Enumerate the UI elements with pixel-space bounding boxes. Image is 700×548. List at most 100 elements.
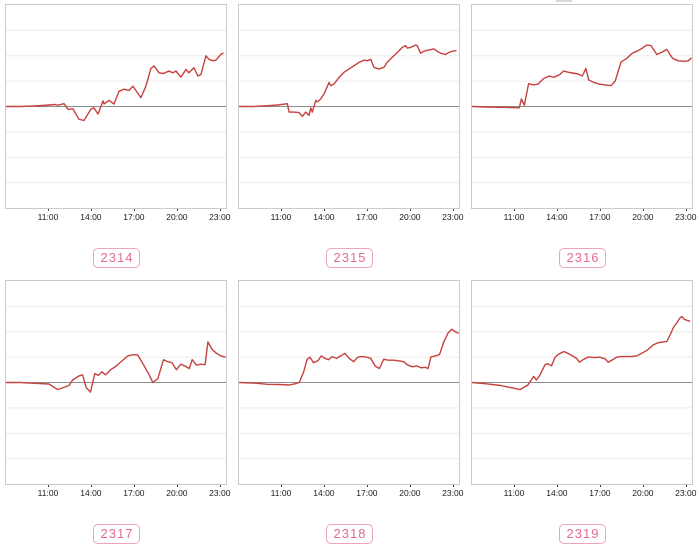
x-tick-label: 11:00 <box>503 488 525 498</box>
x-tick-mark <box>176 485 178 487</box>
x-axis-2317: 11:00 14:00 17:00 20:00 23:00 <box>5 485 230 501</box>
x-tick-mark <box>366 485 368 487</box>
chart-cell-2314: 11:00 14:00 17:00 20:00 23:00 2314 <box>0 0 233 274</box>
badge-row: 2318 <box>233 524 466 544</box>
x-tick-mark <box>323 209 325 211</box>
chart-cell-2317: 11:00 14:00 17:00 20:00 23:00 2317 <box>0 274 233 548</box>
x-tick-mark <box>452 209 454 211</box>
x-tick-mark <box>642 485 644 487</box>
price-line-series <box>6 341 226 393</box>
x-tick-mark <box>556 209 558 211</box>
badge-row: 2317 <box>0 524 233 544</box>
x-tick-label: 14:00 <box>80 488 102 498</box>
badge-row: 2316 <box>466 248 699 268</box>
x-tick-label: 11:00 <box>270 488 292 498</box>
x-tick-mark <box>409 485 411 487</box>
x-tick-mark <box>599 209 601 211</box>
chart-label-badge-2318[interactable]: 2318 <box>325 524 374 544</box>
x-tick-label: 17:00 <box>589 212 611 222</box>
line-chart-2314 <box>6 29 226 184</box>
x-tick-mark <box>90 485 92 487</box>
x-tick-mark <box>452 485 454 487</box>
chart-link-2314[interactable] <box>5 4 227 209</box>
badge-row: 2314 <box>0 248 233 268</box>
line-chart-2319 <box>472 305 692 460</box>
x-tick-label: 14:00 <box>80 212 102 222</box>
x-tick-label: 20:00 <box>399 212 421 222</box>
chart-label-badge-2317[interactable]: 2317 <box>92 524 141 544</box>
x-tick-label: 23:00 <box>209 212 231 222</box>
x-tick-mark <box>176 209 178 211</box>
chart-link-2319[interactable] <box>471 280 693 485</box>
price-line-series <box>472 44 692 109</box>
chart-label-badge-2315[interactable]: 2315 <box>325 248 374 268</box>
x-tick-mark <box>366 209 368 211</box>
x-tick-label: 11:00 <box>37 212 59 222</box>
x-tick-label: 20:00 <box>632 488 654 498</box>
x-tick-label: 17:00 <box>589 488 611 498</box>
price-line-series <box>6 52 224 122</box>
price-line-series <box>239 328 459 386</box>
chart-cell-2319: 11:00 14:00 17:00 20:00 23:00 2319 <box>466 274 700 548</box>
chart-label-badge-2316[interactable]: 2316 <box>558 248 607 268</box>
chart-link-2316[interactable] <box>471 4 693 209</box>
chart-cell-2318: 11:00 14:00 17:00 20:00 23:00 2318 <box>233 274 466 548</box>
x-tick-mark <box>48 209 49 211</box>
chart-cell-2315: 11:00 14:00 17:00 20:00 23:00 2315 <box>233 0 466 274</box>
chart-link-2315[interactable] <box>238 4 460 209</box>
x-tick-mark <box>556 485 558 487</box>
x-tick-mark <box>685 485 687 487</box>
x-tick-mark <box>133 485 135 487</box>
line-chart-2317 <box>6 305 226 460</box>
x-tick-mark <box>48 485 49 487</box>
x-tick-mark <box>219 485 221 487</box>
x-tick-label: 17:00 <box>356 212 378 222</box>
x-tick-mark <box>90 209 92 211</box>
x-tick-mark <box>599 485 601 487</box>
x-tick-label: 14:00 <box>313 488 335 498</box>
x-tick-label: 20:00 <box>399 488 421 498</box>
chart-link-2318[interactable] <box>238 280 460 485</box>
x-tick-mark <box>323 485 325 487</box>
x-axis-2314: 11:00 14:00 17:00 20:00 23:00 <box>5 209 230 225</box>
x-axis-2319: 11:00 14:00 17:00 20:00 23:00 <box>471 485 696 501</box>
x-tick-label: 23:00 <box>442 212 464 222</box>
x-tick-label: 17:00 <box>356 488 378 498</box>
x-tick-label: 17:00 <box>123 212 145 222</box>
x-axis-2315: 11:00 14:00 17:00 20:00 23:00 <box>238 209 463 225</box>
clipped-element-fragment <box>556 0 572 2</box>
x-tick-label: 23:00 <box>675 212 697 222</box>
line-chart-2315 <box>239 29 459 184</box>
x-tick-mark <box>281 485 282 487</box>
x-tick-label: 20:00 <box>632 212 654 222</box>
line-chart-2316 <box>472 29 692 184</box>
price-line-series <box>239 44 457 118</box>
x-tick-label: 20:00 <box>166 488 188 498</box>
badge-row: 2319 <box>466 524 699 544</box>
x-axis-2318: 11:00 14:00 17:00 20:00 23:00 <box>238 485 463 501</box>
chart-label-badge-2319[interactable]: 2319 <box>558 524 607 544</box>
chart-label-badge-2314[interactable]: 2314 <box>92 248 141 268</box>
x-tick-label: 11:00 <box>37 488 59 498</box>
line-chart-2318 <box>239 305 459 460</box>
x-tick-mark <box>409 209 411 211</box>
chart-cell-2316: 11:00 14:00 17:00 20:00 23:00 2316 <box>466 0 700 274</box>
x-tick-label: 23:00 <box>675 488 697 498</box>
chart-link-2317[interactable] <box>5 280 227 485</box>
price-line-series <box>472 315 691 391</box>
x-tick-label: 14:00 <box>313 212 335 222</box>
x-tick-mark <box>514 209 515 211</box>
x-tick-label: 23:00 <box>209 488 231 498</box>
x-tick-mark <box>219 209 221 211</box>
x-tick-label: 14:00 <box>546 212 568 222</box>
x-tick-label: 17:00 <box>123 488 145 498</box>
x-tick-mark <box>642 209 644 211</box>
x-tick-mark <box>133 209 135 211</box>
x-tick-label: 11:00 <box>503 212 525 222</box>
x-tick-label: 14:00 <box>546 488 568 498</box>
badge-row: 2315 <box>233 248 466 268</box>
x-tick-mark <box>685 209 687 211</box>
x-tick-mark <box>281 209 282 211</box>
